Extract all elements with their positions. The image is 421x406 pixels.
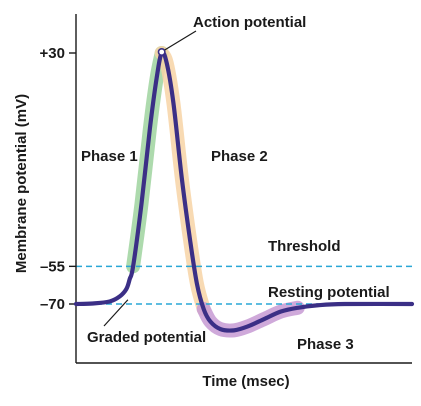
- phase-1-label: Phase 1: [81, 148, 138, 165]
- axes: [75, 14, 412, 364]
- peak-marker: [157, 47, 166, 56]
- curve-layer: [73, 47, 415, 333]
- graded-potential-label: Graded potential: [87, 329, 206, 346]
- annotation-labels: Action potential Phase 1 Phase 2 Phase 3 Thr…: [81, 14, 390, 353]
- phase-3-label: Phase 3: [297, 336, 354, 353]
- action-potential-pointer: [164, 30, 197, 51]
- y-tick-label: –70: [40, 296, 65, 313]
- graded-potential-pointer: [103, 299, 129, 327]
- membrane-potential-curve: [73, 50, 415, 333]
- y-axis-label: Membrane potential (mV): [13, 94, 30, 273]
- resting-potential-label: Resting potential: [268, 284, 390, 301]
- y-ticks: +30 –55 –70: [40, 45, 76, 313]
- x-axis-label: Time (msec): [202, 373, 289, 390]
- threshold-label: Threshold: [268, 238, 341, 255]
- y-tick-label: +30: [40, 45, 65, 62]
- y-tick-label: –55: [40, 258, 65, 275]
- action-potential-label: Action potential: [193, 14, 306, 31]
- phase-2-label: Phase 2: [211, 148, 268, 165]
